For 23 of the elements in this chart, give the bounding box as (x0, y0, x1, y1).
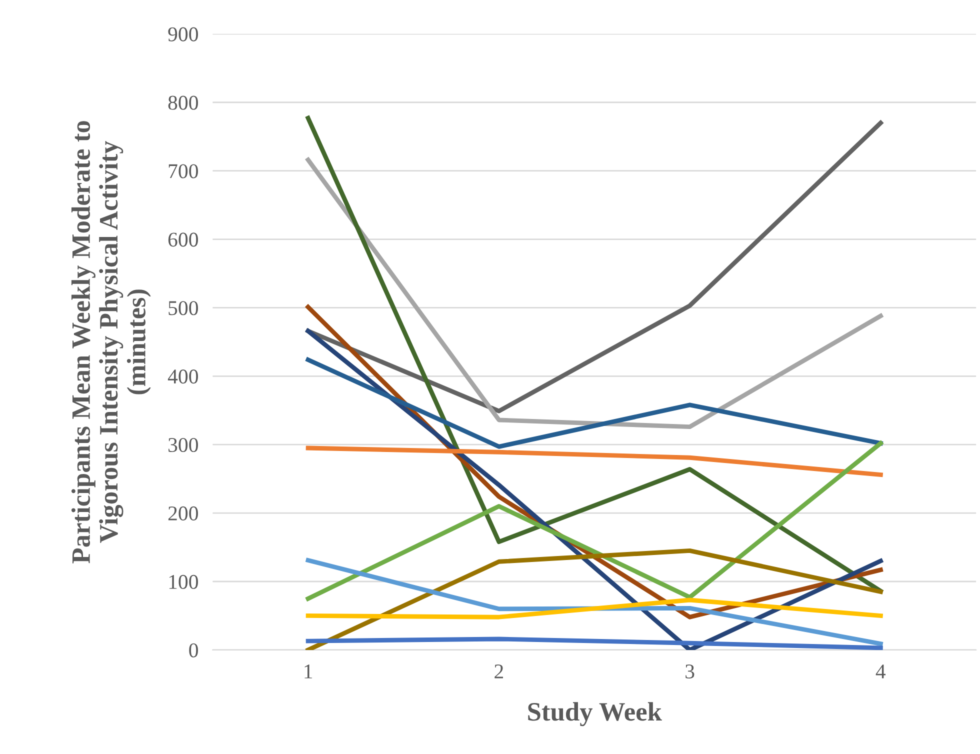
line-series (306, 358, 883, 449)
y-tick-label: 300 (168, 438, 198, 452)
y-tick-label: 800 (168, 96, 198, 110)
x-tick-label: 2 (494, 664, 503, 678)
line-series (306, 116, 883, 594)
x-tick-label: 4 (876, 664, 886, 678)
line-series (306, 446, 883, 477)
x-tick-label: 1 (304, 664, 312, 678)
y-tick-label: 900 (168, 27, 198, 42)
line-series (306, 120, 883, 414)
x-tick-label: 3 (686, 664, 694, 678)
x-axis-title: Study Week (528, 702, 662, 726)
y-tick-label: 0 (189, 643, 198, 658)
y-tick-label: 600 (168, 232, 198, 247)
y-tick-label: 500 (168, 301, 198, 316)
line-series (306, 158, 883, 430)
y-tick-label: 400 (168, 370, 198, 384)
y-tick-label: 700 (168, 164, 198, 178)
y-tick-label: 200 (168, 506, 198, 520)
line-series (306, 441, 883, 601)
y-tick-label: 100 (169, 574, 198, 589)
line-series (306, 636, 883, 650)
y-axis-title: Participants Mean Weekly Moderate to Vigorous Intensity Physical Activity (minutes) (71, 121, 151, 564)
